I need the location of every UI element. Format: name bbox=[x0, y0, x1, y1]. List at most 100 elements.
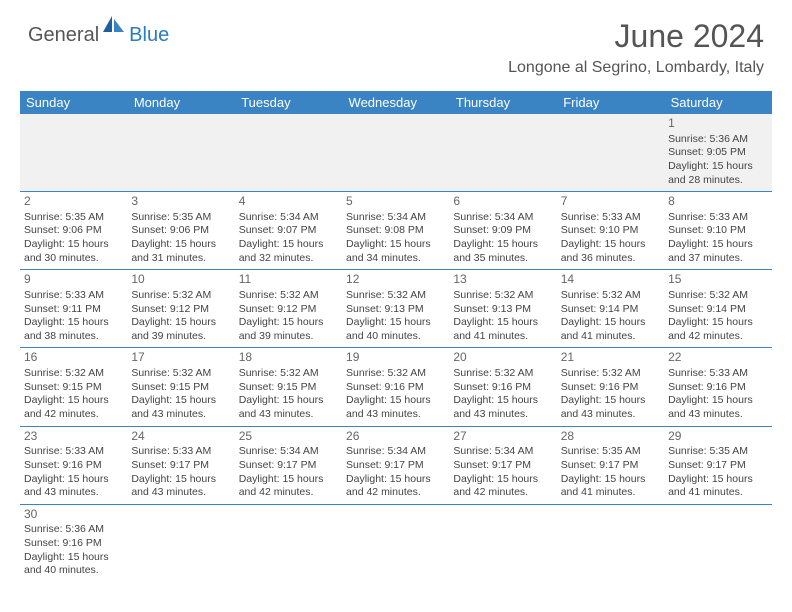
page-header: General Blue June 2024 Longone al Segrin… bbox=[0, 0, 792, 85]
day-number: 20 bbox=[453, 350, 552, 366]
sunrise-line: Sunrise: 5:32 AM bbox=[346, 367, 445, 381]
logo-sail-icon bbox=[103, 16, 125, 39]
calendar-row: 2Sunrise: 5:35 AMSunset: 9:06 PMDaylight… bbox=[20, 192, 772, 270]
day-number: 25 bbox=[239, 429, 338, 445]
sunrise-line: Sunrise: 5:36 AM bbox=[24, 523, 123, 537]
calendar-cell: 5Sunrise: 5:34 AMSunset: 9:08 PMDaylight… bbox=[342, 192, 449, 270]
calendar-cell: 7Sunrise: 5:33 AMSunset: 9:10 PMDaylight… bbox=[557, 192, 664, 270]
sunset-line: Sunset: 9:16 PM bbox=[346, 381, 445, 395]
sunrise-line: Sunrise: 5:33 AM bbox=[561, 211, 660, 225]
daylight-line: Daylight: 15 hours and 38 minutes. bbox=[24, 316, 123, 343]
sunrise-line: Sunrise: 5:32 AM bbox=[453, 367, 552, 381]
day-number: 4 bbox=[239, 194, 338, 210]
daylight-line: Daylight: 15 hours and 42 minutes. bbox=[668, 316, 767, 343]
daylight-line: Daylight: 15 hours and 41 minutes. bbox=[561, 316, 660, 343]
calendar-cell bbox=[557, 504, 664, 582]
calendar-cell: 27Sunrise: 5:34 AMSunset: 9:17 PMDayligh… bbox=[449, 426, 556, 504]
day-number: 29 bbox=[668, 429, 767, 445]
sunrise-line: Sunrise: 5:34 AM bbox=[239, 211, 338, 225]
sunrise-line: Sunrise: 5:34 AM bbox=[453, 211, 552, 225]
day-number: 27 bbox=[453, 429, 552, 445]
calendar-cell: 1Sunrise: 5:36 AMSunset: 9:05 PMDaylight… bbox=[664, 114, 771, 192]
logo-text-blue: Blue bbox=[129, 24, 169, 47]
sunrise-line: Sunrise: 5:33 AM bbox=[24, 445, 123, 459]
daylight-line: Daylight: 15 hours and 40 minutes. bbox=[24, 551, 123, 578]
calendar-cell bbox=[449, 114, 556, 192]
calendar-cell: 25Sunrise: 5:34 AMSunset: 9:17 PMDayligh… bbox=[235, 426, 342, 504]
daylight-line: Daylight: 15 hours and 43 minutes. bbox=[561, 394, 660, 421]
weekday-header: Monday bbox=[127, 91, 234, 114]
daylight-line: Daylight: 15 hours and 36 minutes. bbox=[561, 238, 660, 265]
calendar-cell: 19Sunrise: 5:32 AMSunset: 9:16 PMDayligh… bbox=[342, 348, 449, 426]
sunset-line: Sunset: 9:05 PM bbox=[668, 146, 767, 160]
day-number: 12 bbox=[346, 272, 445, 288]
calendar-cell bbox=[342, 504, 449, 582]
weekday-header-row: Sunday Monday Tuesday Wednesday Thursday… bbox=[20, 91, 772, 114]
sunset-line: Sunset: 9:15 PM bbox=[131, 381, 230, 395]
daylight-line: Daylight: 15 hours and 42 minutes. bbox=[239, 473, 338, 500]
day-number: 19 bbox=[346, 350, 445, 366]
day-number: 13 bbox=[453, 272, 552, 288]
calendar-cell: 11Sunrise: 5:32 AMSunset: 9:12 PMDayligh… bbox=[235, 270, 342, 348]
calendar-cell: 9Sunrise: 5:33 AMSunset: 9:11 PMDaylight… bbox=[20, 270, 127, 348]
sunset-line: Sunset: 9:14 PM bbox=[668, 303, 767, 317]
daylight-line: Daylight: 15 hours and 41 minutes. bbox=[668, 473, 767, 500]
calendar-cell: 6Sunrise: 5:34 AMSunset: 9:09 PMDaylight… bbox=[449, 192, 556, 270]
day-number: 23 bbox=[24, 429, 123, 445]
daylight-line: Daylight: 15 hours and 43 minutes. bbox=[346, 394, 445, 421]
daylight-line: Daylight: 15 hours and 43 minutes. bbox=[131, 473, 230, 500]
day-number: 15 bbox=[668, 272, 767, 288]
day-number: 11 bbox=[239, 272, 338, 288]
calendar-cell bbox=[449, 504, 556, 582]
sunrise-line: Sunrise: 5:34 AM bbox=[346, 211, 445, 225]
calendar-cell bbox=[557, 114, 664, 192]
sunset-line: Sunset: 9:15 PM bbox=[24, 381, 123, 395]
sunset-line: Sunset: 9:12 PM bbox=[239, 303, 338, 317]
sunrise-line: Sunrise: 5:34 AM bbox=[346, 445, 445, 459]
sunrise-line: Sunrise: 5:35 AM bbox=[131, 211, 230, 225]
day-number: 3 bbox=[131, 194, 230, 210]
sunset-line: Sunset: 9:12 PM bbox=[131, 303, 230, 317]
day-number: 9 bbox=[24, 272, 123, 288]
calendar-row: 30Sunrise: 5:36 AMSunset: 9:16 PMDayligh… bbox=[20, 504, 772, 582]
sunset-line: Sunset: 9:15 PM bbox=[239, 381, 338, 395]
day-number: 30 bbox=[24, 507, 123, 523]
sunset-line: Sunset: 9:16 PM bbox=[24, 537, 123, 551]
sunset-line: Sunset: 9:17 PM bbox=[239, 459, 338, 473]
sunrise-line: Sunrise: 5:32 AM bbox=[239, 289, 338, 303]
sunset-line: Sunset: 9:11 PM bbox=[24, 303, 123, 317]
sunrise-line: Sunrise: 5:32 AM bbox=[24, 367, 123, 381]
daylight-line: Daylight: 15 hours and 43 minutes. bbox=[131, 394, 230, 421]
sunrise-line: Sunrise: 5:35 AM bbox=[668, 445, 767, 459]
daylight-line: Daylight: 15 hours and 37 minutes. bbox=[668, 238, 767, 265]
sunrise-line: Sunrise: 5:33 AM bbox=[131, 445, 230, 459]
calendar-cell: 8Sunrise: 5:33 AMSunset: 9:10 PMDaylight… bbox=[664, 192, 771, 270]
sunset-line: Sunset: 9:14 PM bbox=[561, 303, 660, 317]
sunrise-line: Sunrise: 5:34 AM bbox=[453, 445, 552, 459]
calendar-cell: 18Sunrise: 5:32 AMSunset: 9:15 PMDayligh… bbox=[235, 348, 342, 426]
day-number: 18 bbox=[239, 350, 338, 366]
sunset-line: Sunset: 9:13 PM bbox=[453, 303, 552, 317]
calendar-cell: 29Sunrise: 5:35 AMSunset: 9:17 PMDayligh… bbox=[664, 426, 771, 504]
day-number: 7 bbox=[561, 194, 660, 210]
daylight-line: Daylight: 15 hours and 43 minutes. bbox=[668, 394, 767, 421]
daylight-line: Daylight: 15 hours and 43 minutes. bbox=[239, 394, 338, 421]
day-number: 16 bbox=[24, 350, 123, 366]
header-right: June 2024 Longone al Segrino, Lombardy, … bbox=[508, 18, 764, 77]
calendar-cell: 20Sunrise: 5:32 AMSunset: 9:16 PMDayligh… bbox=[449, 348, 556, 426]
daylight-line: Daylight: 15 hours and 41 minutes. bbox=[453, 316, 552, 343]
calendar-cell: 12Sunrise: 5:32 AMSunset: 9:13 PMDayligh… bbox=[342, 270, 449, 348]
location-subtitle: Longone al Segrino, Lombardy, Italy bbox=[508, 59, 764, 77]
day-number: 6 bbox=[453, 194, 552, 210]
daylight-line: Daylight: 15 hours and 32 minutes. bbox=[239, 238, 338, 265]
day-number: 26 bbox=[346, 429, 445, 445]
sunset-line: Sunset: 9:16 PM bbox=[668, 381, 767, 395]
calendar-cell bbox=[20, 114, 127, 192]
brand-logo: General Blue bbox=[28, 18, 169, 47]
day-number: 5 bbox=[346, 194, 445, 210]
daylight-line: Daylight: 15 hours and 30 minutes. bbox=[24, 238, 123, 265]
daylight-line: Daylight: 15 hours and 42 minutes. bbox=[24, 394, 123, 421]
calendar-cell: 16Sunrise: 5:32 AMSunset: 9:15 PMDayligh… bbox=[20, 348, 127, 426]
daylight-line: Daylight: 15 hours and 41 minutes. bbox=[561, 473, 660, 500]
sunrise-line: Sunrise: 5:35 AM bbox=[24, 211, 123, 225]
